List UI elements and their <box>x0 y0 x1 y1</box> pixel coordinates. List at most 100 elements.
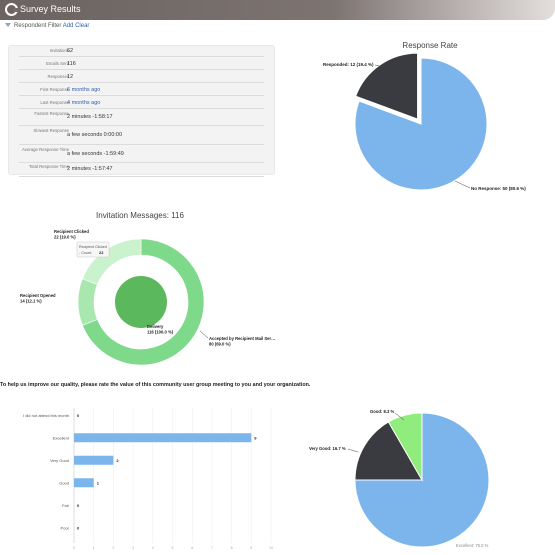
app-logo-icon <box>5 3 19 16</box>
x-tick-label: 1 <box>93 546 95 550</box>
tooltip-value: 22 <box>99 250 104 255</box>
ring-slice-recipient-clicked <box>82 238 142 285</box>
rating-bar-chart: 0 1 2 3 4 5 6 7 8 9 10I did not attend this month 0… <box>23 408 273 550</box>
x-tick-label: 2 <box>112 546 114 550</box>
stat-row: Fastest Response 2 minutes -1:58:17 <box>19 111 264 126</box>
summary-stats-panel: Invitations 62 Emails Sent 116 Responses 12 Fi… <box>8 45 275 177</box>
stat-label: Emails Sent <box>46 61 69 66</box>
stat-label: Invitations <box>49 48 69 53</box>
x-tick-label: 0 <box>73 546 75 550</box>
pie-slice-no-response <box>354 57 488 191</box>
invitation-messages-chart: Invitation Messages: 116 Recipient Clicke… <box>20 211 275 365</box>
filter-toggle-icon[interactable] <box>5 23 11 28</box>
x-tick-label: 3 <box>132 546 134 550</box>
response-rate-chart: Response Rate Responded: 12 (19.4 %) No Re… <box>323 41 526 191</box>
pie-slice-good <box>387 412 423 482</box>
label-connector <box>454 180 471 189</box>
stat-label: Responses <box>47 74 70 79</box>
label-connector <box>199 330 209 339</box>
data-label: 22 (19.0 %) <box>54 235 76 240</box>
stat-value: 62 <box>67 48 74 54</box>
category-label: Good <box>59 480 69 485</box>
survey-question: To help us improve our quality, please r… <box>0 382 311 388</box>
stat-row: Last Response 4 months ago <box>19 98 264 109</box>
bar-data-label: 0 <box>77 503 80 508</box>
stat-label: Average Response Time <box>22 147 69 152</box>
data-label: Accepted by Recipient Mail Ser… <box>209 336 275 341</box>
stat-row: First Response 6 months ago <box>19 85 264 96</box>
bar <box>74 433 252 443</box>
pie-slice-very-good <box>354 421 423 481</box>
app-title: Survey Results <box>20 4 81 14</box>
tooltip-series: Recipient Clicked <box>79 245 107 249</box>
ring-slice-accepted-by-recipient-mail-ser- <box>82 238 205 365</box>
category-label: I did not attend this month <box>23 413 69 418</box>
stat-label: Last Response <box>40 100 69 105</box>
x-tick-label: 9 <box>250 546 252 550</box>
data-label: No Response: 50 (80.6 %) <box>471 186 526 191</box>
stat-label: First Response <box>40 87 69 92</box>
pie-slice-delivery <box>115 276 167 328</box>
category-label: Excellent <box>53 435 70 440</box>
bar <box>74 478 94 488</box>
stat-value: a few seconds -1:59:49 <box>67 151 124 157</box>
label-connector <box>374 64 384 68</box>
bar-data-label: 0 <box>77 525 80 530</box>
filter-clear-link[interactable]: Clear <box>75 23 90 29</box>
label-connector <box>394 412 405 421</box>
x-tick-label: 8 <box>231 546 233 550</box>
data-label: Responded: 12 (19.4 %) <box>323 62 374 67</box>
stat-row: Invitations 62 <box>19 46 264 57</box>
category-label: Poor <box>61 525 70 530</box>
filter-add-link[interactable]: Add <box>62 23 74 29</box>
respondent-filter: Respondent Filter Add Clear <box>5 23 89 29</box>
stat-value: a few seconds 0:00:00 <box>67 132 123 138</box>
data-label: Delivery <box>147 324 164 329</box>
app-title-bar: Survey Results <box>0 0 555 20</box>
x-tick-label: 4 <box>152 546 154 550</box>
stat-row: Slowest Response a few seconds 0:00:00 <box>19 128 264 145</box>
data-label: 80 (69.0 %) <box>209 342 231 347</box>
data-label: Good: 8.3 % <box>370 409 394 414</box>
data-label: 14 (12.1 %) <box>20 299 42 304</box>
pie-slice-excellent <box>354 412 490 548</box>
x-tick-label: 10 <box>269 546 273 550</box>
data-label: Excellent: 75.0 % <box>456 543 489 548</box>
chart-tooltip <box>76 241 110 258</box>
stat-value[interactable]: 4 months ago <box>67 100 101 106</box>
stat-row: Total Response Time 2 minutes -1:57:47 <box>19 164 264 177</box>
bar-data-label: 9 <box>254 435 257 440</box>
bar-data-label: 2 <box>116 458 119 463</box>
category-label: Fair <box>62 503 70 508</box>
stat-row: Responses 12 <box>19 72 264 83</box>
pie-slice-responded <box>355 52 419 120</box>
data-label: Recipient Clicked <box>54 229 89 234</box>
stat-label: Total Response Time <box>28 164 69 169</box>
x-tick-label: 6 <box>191 546 193 550</box>
tooltip-label: - Count: <box>79 251 92 255</box>
chart-title: Invitation Messages: 116 <box>96 211 184 220</box>
data-label: Recipient Opened <box>20 293 56 298</box>
bar-data-label: 0 <box>77 413 80 418</box>
stat-value: 2 minutes -1:57:47 <box>67 166 113 172</box>
stat-value: 2 minutes -1:58:17 <box>67 114 113 120</box>
stat-row: Average Response Time a few seconds -1:59… <box>19 147 264 163</box>
x-tick-label: 7 <box>211 546 213 550</box>
stat-label: Fastest Response <box>34 111 69 116</box>
data-label: Very Good: 16.7 % <box>309 446 346 451</box>
stat-value[interactable]: 6 months ago <box>67 87 101 93</box>
x-tick-label: 5 <box>172 546 174 550</box>
category-label: Very Good <box>50 458 69 463</box>
filter-label: Respondent Filter <box>14 23 62 29</box>
data-label: 116 (100.0 %) <box>147 330 174 335</box>
bar <box>74 455 114 465</box>
stat-value: 12 <box>67 74 74 80</box>
bar-data-label: 1 <box>97 480 100 485</box>
stat-row: Emails Sent 116 <box>19 59 264 70</box>
rating-pie-chart: Excellent: 75.0 % Very Good: 16.7 % Good: … <box>309 409 490 548</box>
ring-slice-recipient-opened <box>77 278 98 326</box>
stat-value: 116 <box>67 61 76 67</box>
label-connector <box>347 448 359 453</box>
chart-title: Response Rate <box>402 41 458 50</box>
stat-label: Slowest Response <box>33 128 69 133</box>
